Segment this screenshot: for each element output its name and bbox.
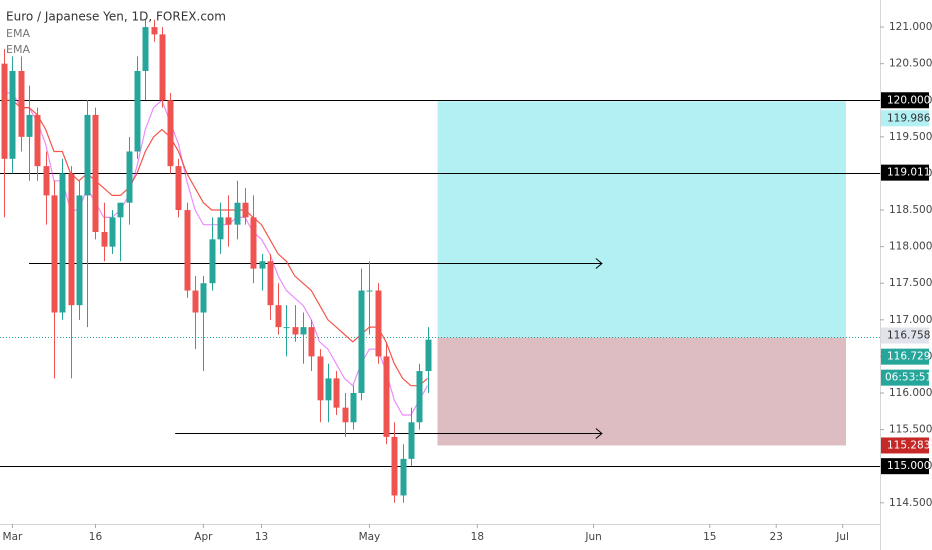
candle-body	[325, 378, 332, 401]
candle-body	[408, 422, 415, 459]
level-tag-bg	[881, 458, 929, 475]
candle-body	[43, 166, 50, 196]
ema-line	[4, 99, 428, 387]
candle-body	[151, 27, 158, 35]
y-tick-label: 119.500	[889, 131, 932, 143]
candle-body	[126, 151, 133, 203]
y-tick-label: 117.000	[889, 314, 932, 326]
x-tick-label: 18	[471, 531, 484, 543]
target-tag: 119.986	[887, 112, 931, 124]
arrow-head	[595, 258, 603, 269]
level-tag: 119.011	[887, 167, 930, 179]
last-price-tag-bg	[881, 348, 929, 365]
stop-zone	[437, 337, 846, 446]
countdown-bg	[881, 369, 929, 386]
x-tick-label: 15	[703, 531, 716, 543]
candle-body	[192, 290, 199, 313]
candle-body	[234, 202, 241, 225]
candle-body	[109, 217, 116, 247]
candle-body	[250, 217, 257, 269]
y-tick-label: 120.500	[889, 58, 932, 70]
level-tag: 115.000	[887, 460, 930, 472]
candle-body	[333, 378, 340, 408]
indicator-label: EMA	[6, 43, 30, 56]
candle-body	[267, 261, 274, 306]
ema-line	[4, 92, 429, 416]
candle-body	[84, 114, 91, 196]
candle-body	[242, 202, 249, 218]
candle-body	[92, 114, 99, 232]
x-tick-label: Apr	[194, 531, 213, 543]
x-tick-label: 23	[770, 531, 783, 543]
entry-tag: 116.758	[887, 330, 930, 342]
candle-body	[167, 100, 174, 167]
target-tag-bg	[881, 110, 929, 127]
y-tick-label: 115.500	[889, 424, 932, 436]
arrow-head	[595, 428, 603, 439]
candle-body	[18, 70, 25, 137]
y-tick-label: 117.500	[889, 277, 932, 289]
indicator-label: EMA	[6, 27, 30, 40]
candle-body	[400, 458, 407, 496]
countdown: 06:53:51	[885, 372, 932, 384]
entry-tag-bg	[881, 327, 929, 344]
candle-body	[225, 217, 232, 225]
candle-body	[209, 239, 216, 284]
candle-body	[383, 356, 390, 437]
target-zone	[437, 101, 846, 338]
candle-body	[300, 327, 307, 335]
candle-body	[101, 231, 108, 247]
candle-body	[175, 166, 182, 211]
candle-body	[184, 210, 191, 291]
level-tag-bg	[881, 164, 929, 181]
candle-body	[259, 261, 266, 269]
candle-body	[159, 34, 166, 101]
x-tick-label: Jun	[584, 531, 601, 543]
candle-body	[391, 436, 398, 496]
candle-body	[59, 173, 66, 313]
candle-body	[342, 407, 349, 423]
candle-body	[366, 290, 373, 292]
x-tick-label: Jul	[835, 531, 849, 543]
candle-body	[425, 339, 432, 372]
y-tick-label: 121.000	[889, 21, 932, 33]
candle-body	[51, 195, 58, 313]
plot-area	[0, 19, 880, 503]
y-tick-label: 116.000	[889, 387, 932, 399]
stop-tag: 115.283	[887, 439, 930, 451]
candle-body	[292, 327, 299, 335]
candle-body	[26, 114, 33, 137]
level-tag-bg	[881, 92, 929, 109]
y-tick-label: 118.500	[889, 204, 932, 216]
x-tick-label: Mar	[3, 531, 23, 543]
chart-title: Euro / Japanese Yen, 1D, FOREX.com	[6, 10, 226, 24]
candle-body	[375, 290, 382, 357]
candle-body	[142, 27, 149, 71]
y-tick-label: 114.500	[889, 497, 932, 509]
last-price-tag: 116.729	[887, 351, 930, 363]
candle-body	[9, 70, 16, 159]
x-tick-label: 13	[255, 531, 268, 543]
candle-body	[283, 327, 290, 329]
candle-body	[34, 114, 41, 167]
candle-body	[350, 393, 357, 423]
candle-body	[117, 202, 124, 218]
x-tick-label: 16	[89, 531, 103, 543]
candle-body	[68, 173, 75, 306]
candle-body	[358, 290, 365, 393]
candle-body	[275, 305, 282, 328]
candle-body	[76, 195, 83, 306]
candle-body	[217, 217, 224, 240]
stop-tag-bg	[881, 437, 929, 454]
candle-body	[308, 327, 315, 357]
candle-body	[200, 283, 207, 313]
candle-body	[1, 63, 8, 159]
candle-body	[416, 371, 423, 423]
candle-body	[317, 356, 324, 401]
level-tag: 120.000	[887, 94, 930, 106]
y-tick-label: 118.000	[889, 241, 932, 253]
x-tick-label: May	[359, 531, 381, 543]
candle-body	[134, 70, 141, 152]
